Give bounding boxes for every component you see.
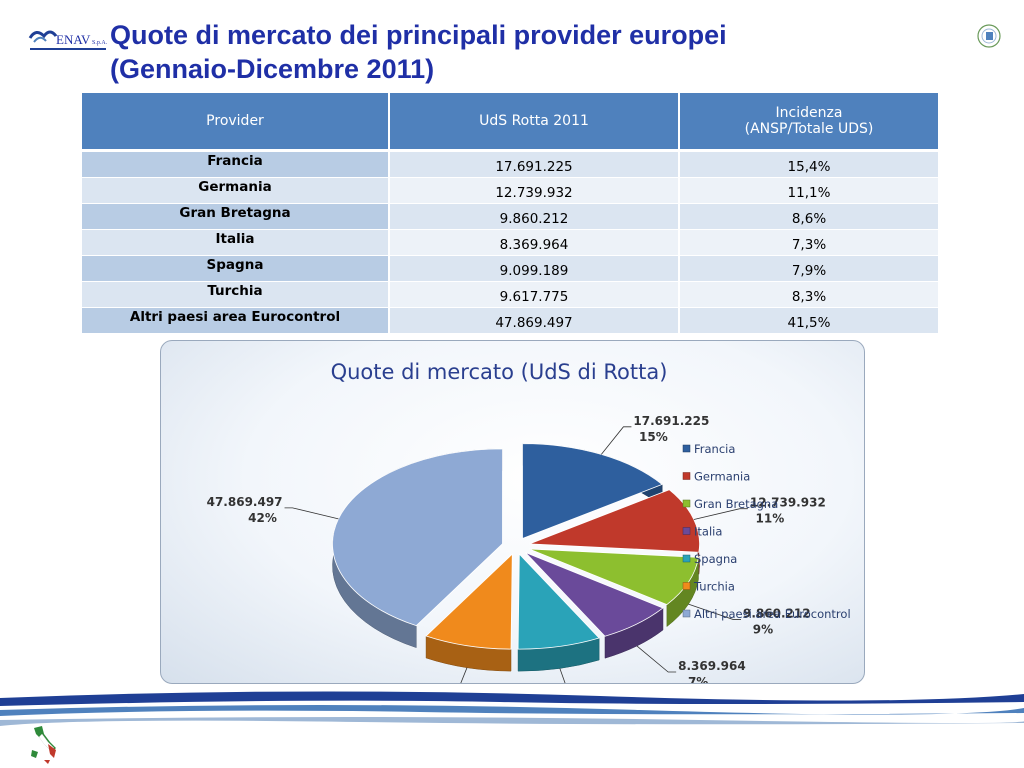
pie-slice-turchia (425, 553, 513, 650)
cell-provider: Francia (82, 150, 390, 178)
table-row: Gran Bretagna 9.860.212 8,6% (82, 203, 938, 230)
pie-chart-panel: Quote di mercato (UdS di Rotta) 17.691.2… (160, 340, 865, 684)
table-row: Altri paesi area Eurocontrol 47.869.497 … (82, 307, 938, 334)
cell-incidenza: 7,9% (679, 255, 938, 282)
cell-provider: Germania (82, 177, 390, 204)
table-row: Turchia 9.617.775 8,3% (82, 281, 938, 308)
table-row: Spagna 9.099.189 7,9% (82, 255, 938, 282)
legend-swatch (682, 527, 691, 535)
logo-suffix: S.p.A. (92, 40, 108, 46)
cell-uds: 9.617.775 (389, 281, 680, 308)
market-share-table: Provider UdS Rotta 2011 Incidenza (ANSP/… (82, 93, 938, 334)
table-row: Francia 17.691.225 15,4% (82, 150, 938, 178)
cell-provider: Gran Bretagna (82, 203, 390, 230)
table-row: Italia 8.369.964 7,3% (82, 229, 938, 256)
legend-entry: Spagna (694, 552, 737, 566)
data-label-value: 8.369.964 (678, 659, 746, 673)
cell-incidenza: 8,6% (679, 203, 938, 230)
legend-swatch (682, 582, 691, 590)
leader-line (636, 645, 677, 673)
cell-incidenza: 41,5% (679, 307, 938, 334)
leader-line (688, 603, 741, 620)
cell-incidenza: 11,1% (679, 177, 938, 204)
pie-slice-germania (529, 489, 700, 553)
legend-swatch (682, 472, 691, 480)
chart-title: Quote di mercato (UdS di Rotta) (331, 360, 668, 384)
table-row: Germania 12.739.932 11,1% (82, 177, 938, 204)
header-incidenza-line1: Incidenza (775, 105, 843, 121)
enav-logo: ENAV S.p.A. (28, 30, 108, 50)
pie-slice-italia (524, 551, 664, 637)
cell-uds: 12.739.932 (389, 177, 680, 204)
pie-chart: Quote di mercato (UdS di Rotta) 17.691.2… (207, 360, 851, 683)
leader-line (559, 668, 566, 683)
cell-incidenza: 15,4% (679, 150, 938, 178)
legend-swatch (682, 444, 691, 453)
data-label-percent: 7% (688, 675, 708, 683)
footer-waves (0, 691, 1024, 726)
data-label-value: 12.739.932 (750, 496, 826, 510)
data-label-percent: 42% (248, 511, 277, 525)
header-uds: UdS Rotta 2011 (389, 93, 680, 152)
pie-slice-spagna (517, 553, 600, 650)
header-incidenza-line2: (ANSP/Totale UDS) (744, 121, 874, 137)
quality-seal-icon (977, 24, 1001, 48)
italy-map-logo (31, 726, 56, 764)
cell-uds: 9.099.189 (389, 255, 680, 282)
data-label-value: 47.869.497 (207, 495, 283, 509)
data-label-value: 9.860.212 (743, 606, 811, 620)
cell-uds: 9.860.212 (389, 203, 680, 230)
legend-entry: Gran Bretagna (694, 497, 778, 511)
legend-entry: Italia (694, 525, 722, 539)
data-label-percent: 9% (753, 622, 773, 636)
cell-uds: 47.869.497 (389, 307, 680, 334)
legend-entry: Francia (694, 442, 735, 456)
title-line-2: (Gennaio-Dicembre 2011) (110, 54, 435, 84)
data-label-value: 17.691.225 (633, 414, 709, 428)
header-provider: Provider (82, 93, 390, 152)
pie-slice-gran-bretagna (528, 548, 699, 606)
data-label-percent: 15% (639, 430, 668, 444)
cell-provider: Spagna (82, 255, 390, 282)
cell-uds: 17.691.225 (389, 150, 680, 178)
pie-slice-francia (522, 443, 663, 540)
leader-line (460, 667, 468, 683)
cell-provider: Italia (82, 229, 390, 256)
cell-uds: 8.369.964 (389, 229, 680, 256)
legend-swatch (682, 499, 691, 508)
pie-slice-altri-paesi-area-eurocontrol (332, 448, 503, 627)
title-line-1: Quote di mercato dei principali provider… (110, 20, 727, 50)
legend-swatch (682, 609, 691, 618)
legend-entry: Altri paesi area Eurocontrol (694, 607, 851, 621)
leader-line (601, 426, 632, 455)
cell-provider: Altri paesi area Eurocontrol (82, 307, 390, 334)
legend-entry: Turchia (693, 580, 735, 594)
header-incidenza: Incidenza (ANSP/Totale UDS) (679, 93, 938, 152)
cell-incidenza: 8,3% (679, 281, 938, 308)
legend-swatch (682, 554, 691, 563)
logo-text: ENAV (56, 32, 91, 47)
leader-line (284, 507, 339, 520)
leader-line (693, 508, 748, 520)
data-label-percent: 11% (756, 512, 785, 526)
legend-entry: Germania (694, 470, 750, 484)
cell-incidenza: 7,3% (679, 229, 938, 256)
page-title: Quote di mercato dei principali provider… (110, 18, 930, 86)
cell-provider: Turchia (82, 281, 390, 308)
